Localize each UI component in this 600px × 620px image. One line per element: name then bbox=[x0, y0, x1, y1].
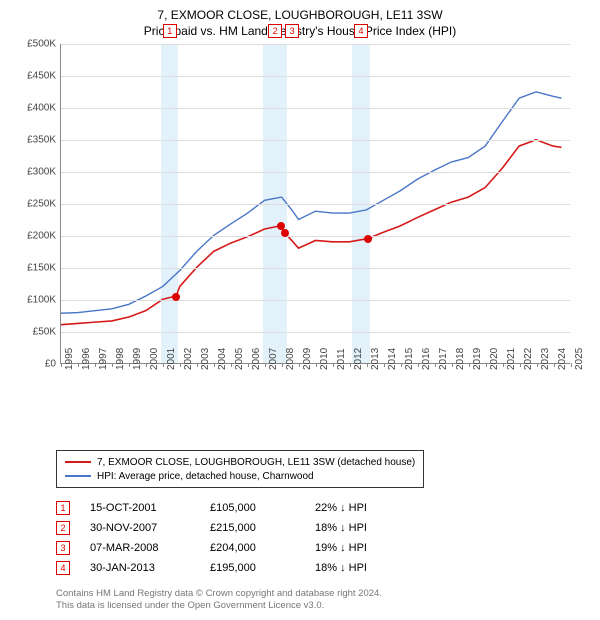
titles: 7, EXMOOR CLOSE, LOUGHBOROUGH, LE11 3SW … bbox=[10, 8, 590, 38]
chart-area: £0£50K£100K£150K£200K£250K£300K£350K£400… bbox=[20, 44, 580, 404]
event-diff: 18% ↓ HPI bbox=[315, 522, 405, 534]
title-sub: Price paid vs. HM Land Registry's House … bbox=[10, 24, 590, 38]
x-tick-label: 2008 bbox=[285, 348, 296, 370]
x-tick-label: 1996 bbox=[81, 348, 92, 370]
x-tick-label: 2002 bbox=[183, 348, 194, 370]
x-axis: 1995 1996 1997 1998 1999 2000 2001 2002 2003 2004… bbox=[20, 44, 580, 404]
event-marker-box: 4 bbox=[354, 24, 368, 38]
x-tick-label: 2010 bbox=[319, 348, 330, 370]
x-tick-label: 1995 bbox=[64, 348, 75, 370]
event-date: 30-JAN-2013 bbox=[90, 562, 190, 574]
x-tick-label: 2023 bbox=[540, 348, 551, 370]
x-tick-label: 1999 bbox=[132, 348, 143, 370]
x-tick-label: 1998 bbox=[115, 348, 126, 370]
x-tick-label: 2011 bbox=[336, 348, 347, 370]
events-table: 1 15-OCT-2001 £105,000 22% ↓ HPI 2 30-NOV-200… bbox=[56, 498, 590, 578]
x-tick-label: 2001 bbox=[166, 348, 177, 370]
legend: 7, EXMOOR CLOSE, LOUGHBOROUGH, LE11 3SW … bbox=[56, 450, 424, 488]
x-tick-label: 2009 bbox=[302, 348, 313, 370]
attribution-line-1: Contains HM Land Registry data © Crown c… bbox=[56, 588, 590, 600]
x-tick-label: 2000 bbox=[149, 348, 160, 370]
legend-swatch bbox=[65, 475, 91, 477]
x-tick-label: 2004 bbox=[217, 348, 228, 370]
event-row: 2 30-NOV-2007 £215,000 18% ↓ HPI bbox=[56, 518, 590, 538]
x-tick-label: 2005 bbox=[234, 348, 245, 370]
event-num: 1 bbox=[56, 501, 70, 515]
event-diff: 18% ↓ HPI bbox=[315, 562, 405, 574]
event-date: 15-OCT-2001 bbox=[90, 502, 190, 514]
legend-item: HPI: Average price, detached house, Char… bbox=[65, 469, 415, 483]
x-tick-label: 2006 bbox=[251, 348, 262, 370]
attribution-line-2: This data is licensed under the Open Gov… bbox=[56, 600, 590, 612]
x-tick-label: 2021 bbox=[506, 348, 517, 370]
x-tick-label: 2019 bbox=[472, 348, 483, 370]
x-tick-label: 2020 bbox=[489, 348, 500, 370]
legend-swatch bbox=[65, 461, 91, 463]
event-price: £215,000 bbox=[210, 522, 295, 534]
event-marker-box: 3 bbox=[285, 24, 299, 38]
legend-label: HPI: Average price, detached house, Char… bbox=[97, 471, 314, 482]
x-tick-label: 2012 bbox=[353, 348, 364, 370]
x-tick-label: 2025 bbox=[574, 348, 585, 370]
x-tick-label: 2022 bbox=[523, 348, 534, 370]
event-num: 2 bbox=[56, 521, 70, 535]
chart-container: 7, EXMOOR CLOSE, LOUGHBOROUGH, LE11 3SW … bbox=[0, 0, 600, 620]
x-tick-label: 2017 bbox=[438, 348, 449, 370]
event-diff: 22% ↓ HPI bbox=[315, 502, 405, 514]
event-price: £204,000 bbox=[210, 542, 295, 554]
event-date: 30-NOV-2007 bbox=[90, 522, 190, 534]
event-row: 4 30-JAN-2013 £195,000 18% ↓ HPI bbox=[56, 558, 590, 578]
event-price: £195,000 bbox=[210, 562, 295, 574]
event-date: 07-MAR-2008 bbox=[90, 542, 190, 554]
x-tick-label: 2003 bbox=[200, 348, 211, 370]
x-tick-label: 2014 bbox=[387, 348, 398, 370]
event-num: 4 bbox=[56, 561, 70, 575]
x-tick-label: 2015 bbox=[404, 348, 415, 370]
legend-label: 7, EXMOOR CLOSE, LOUGHBOROUGH, LE11 3SW … bbox=[97, 457, 415, 468]
event-price: £105,000 bbox=[210, 502, 295, 514]
x-tick-label: 2007 bbox=[268, 348, 279, 370]
title-main: 7, EXMOOR CLOSE, LOUGHBOROUGH, LE11 3SW bbox=[10, 8, 590, 22]
event-diff: 19% ↓ HPI bbox=[315, 542, 405, 554]
attribution: Contains HM Land Registry data © Crown c… bbox=[56, 588, 590, 613]
x-tick-label: 2016 bbox=[421, 348, 432, 370]
x-tick-label: 1997 bbox=[98, 348, 109, 370]
x-tick-label: 2018 bbox=[455, 348, 466, 370]
event-row: 3 07-MAR-2008 £204,000 19% ↓ HPI bbox=[56, 538, 590, 558]
event-marker-box: 2 bbox=[268, 24, 282, 38]
x-tick-label: 2013 bbox=[370, 348, 381, 370]
event-row: 1 15-OCT-2001 £105,000 22% ↓ HPI bbox=[56, 498, 590, 518]
x-tick-label: 2024 bbox=[557, 348, 568, 370]
legend-item: 7, EXMOOR CLOSE, LOUGHBOROUGH, LE11 3SW … bbox=[65, 455, 415, 469]
event-marker-box: 1 bbox=[163, 24, 177, 38]
event-num: 3 bbox=[56, 541, 70, 555]
